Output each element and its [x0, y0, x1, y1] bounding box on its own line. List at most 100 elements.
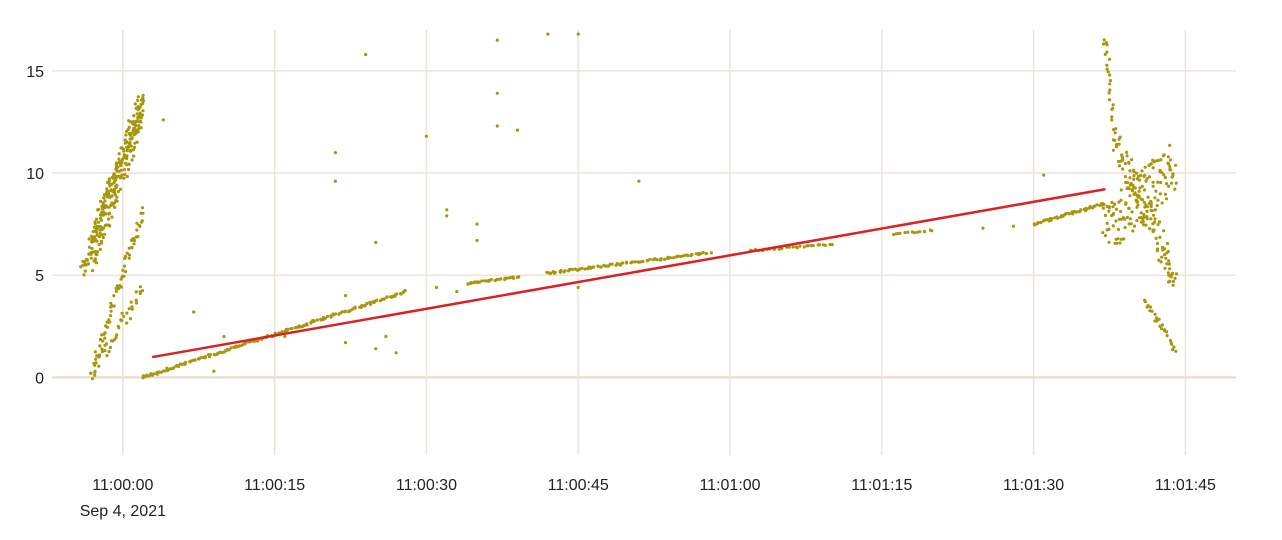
data-point [136, 116, 140, 120]
data-point [1119, 188, 1123, 192]
data-point [549, 271, 553, 275]
data-point [576, 32, 580, 36]
data-point [892, 232, 896, 237]
data-point [91, 377, 95, 381]
data-point [671, 256, 676, 260]
data-point [103, 199, 107, 203]
data-point [1162, 229, 1166, 233]
data-point [1162, 173, 1166, 177]
data-point [645, 259, 649, 263]
data-point [106, 217, 111, 221]
data-point [1171, 271, 1175, 275]
data-point [1137, 178, 1142, 182]
data-point [141, 93, 145, 97]
data-point [129, 300, 133, 304]
data-point [505, 276, 509, 280]
data-point [79, 265, 83, 269]
data-point [122, 264, 126, 268]
data-point [1132, 168, 1136, 172]
data-point [1147, 175, 1152, 179]
data-point [204, 355, 208, 359]
data-point [212, 369, 216, 373]
data-point [1174, 181, 1178, 185]
data-point [1123, 161, 1127, 166]
data-point [1117, 200, 1121, 204]
data-point [922, 229, 927, 233]
data-point [127, 253, 131, 257]
data-point [1174, 163, 1178, 167]
data-point [161, 118, 165, 122]
data-point [333, 312, 337, 316]
data-point [1149, 162, 1153, 166]
data-point [1142, 215, 1146, 219]
data-point [1171, 347, 1175, 352]
data-point [1039, 220, 1043, 224]
data-point [1173, 276, 1177, 280]
trend-line-layer [151, 188, 1106, 359]
data-point [1143, 300, 1147, 304]
data-point [134, 301, 138, 305]
data-point [1111, 224, 1115, 228]
data-point [1125, 154, 1129, 158]
x-tick-label: 11:01:30 [1003, 477, 1064, 494]
data-point [1156, 180, 1160, 184]
data-point [1116, 237, 1120, 241]
data-point [1106, 70, 1110, 74]
data-point [1153, 220, 1157, 224]
data-point [99, 218, 103, 222]
data-point [1105, 63, 1109, 67]
data-point [1145, 205, 1149, 209]
data-point [101, 339, 105, 343]
data-point [1169, 158, 1173, 162]
data-point [1136, 200, 1140, 204]
data-point [129, 149, 133, 153]
data-point [124, 133, 128, 137]
data-point [111, 190, 115, 194]
data-point [1168, 267, 1172, 271]
data-point [511, 275, 515, 279]
data-point [229, 346, 233, 350]
data-point [149, 372, 153, 376]
data-point [89, 371, 93, 375]
data-point [641, 259, 645, 263]
data-point [98, 199, 103, 203]
scatter-points [79, 32, 1179, 381]
data-point [1121, 156, 1125, 160]
data-point [125, 251, 129, 255]
data-point [95, 217, 99, 221]
data-point [86, 262, 91, 266]
data-point [115, 195, 119, 199]
data-point [114, 289, 118, 294]
data-point [97, 353, 101, 357]
data-point [130, 245, 134, 249]
data-point [1151, 180, 1155, 184]
data-point [1166, 162, 1171, 166]
data-point [240, 343, 244, 347]
data-point [139, 211, 143, 215]
data-point [139, 114, 143, 118]
data-point [495, 91, 499, 95]
data-point [1108, 98, 1112, 102]
data-point [930, 229, 934, 233]
data-point [127, 125, 131, 129]
x-tick-label: 11:00:15 [244, 477, 305, 494]
data-point [1113, 131, 1117, 135]
data-point [1166, 155, 1170, 159]
data-point [305, 322, 309, 326]
data-point [112, 201, 117, 205]
data-point [1067, 212, 1071, 216]
data-point [1064, 212, 1068, 216]
data-point [1108, 73, 1112, 77]
data-point [1032, 222, 1036, 226]
data-point [132, 236, 136, 241]
data-point [1084, 206, 1088, 211]
data-point [385, 295, 389, 299]
data-point [395, 292, 399, 296]
data-point [802, 245, 806, 249]
data-point [131, 148, 135, 152]
data-point [87, 237, 91, 241]
data-point [108, 224, 112, 228]
x-date-label: Sep 4, 2021 [80, 503, 166, 520]
data-point [1145, 305, 1149, 309]
data-point [208, 353, 212, 357]
